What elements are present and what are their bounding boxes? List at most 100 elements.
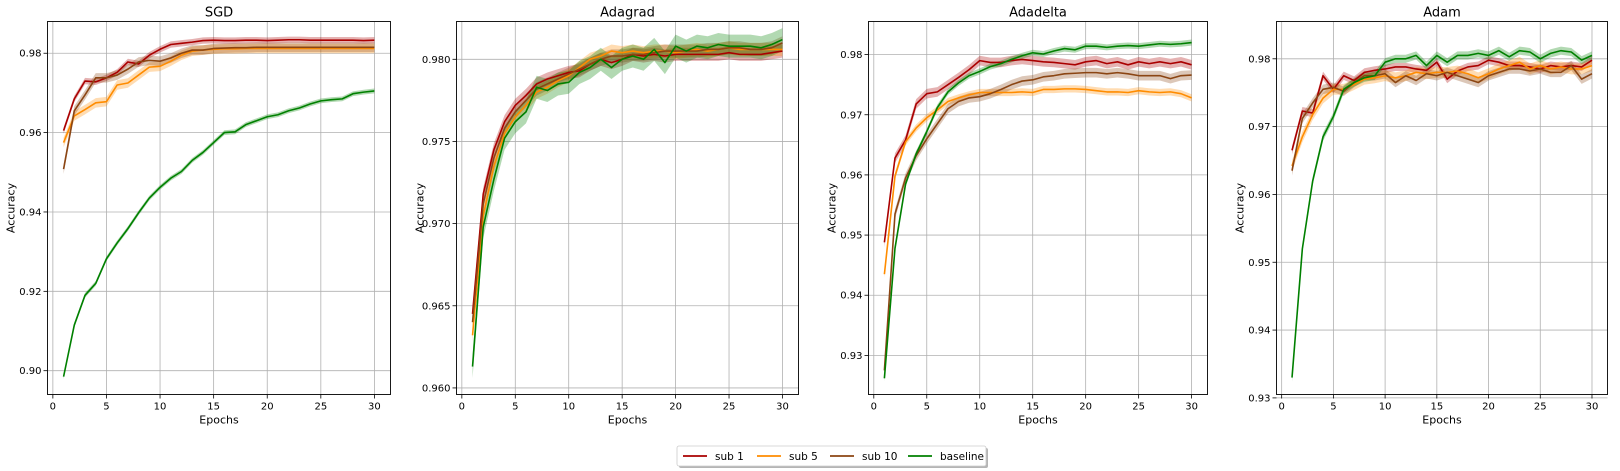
x-tick-label: 0 <box>1278 402 1284 413</box>
y-axis-label: Accuracy <box>5 182 18 233</box>
grid <box>1276 21 1608 399</box>
x-axis-label: Epochs <box>608 414 648 427</box>
x-tick-label: 10 <box>1379 402 1392 413</box>
x-tick-label: 0 <box>871 402 877 413</box>
y-tick-label: 0.97 <box>840 110 862 121</box>
confidence-band-sub-5 <box>472 41 783 342</box>
y-tick-label: 0.94 <box>19 207 41 218</box>
y-tick-label: 0.98 <box>840 50 862 61</box>
legend-label-sub-5: sub 5 <box>789 451 818 463</box>
chart-panel-adagrad: 0 5 10 15 20 25 30 0.960 0.965 0.970 0.975 0.980 Ada… <box>414 6 799 427</box>
x-tick-label: 15 <box>1026 402 1039 413</box>
y-tick-label: 0.980 <box>422 55 451 66</box>
x-tick-label: 30 <box>1185 402 1198 413</box>
grid <box>456 21 799 395</box>
chart-panel-adam: 0 5 10 15 20 25 30 0.93 0.94 0.95 0.96 0.97 0.98 Adam… <box>1234 6 1608 427</box>
x-tick-label: 10 <box>154 402 167 413</box>
y-tick-label: 0.965 <box>422 301 451 312</box>
chart-title: Adagrad <box>600 6 655 21</box>
x-tick-label: 20 <box>1079 402 1092 413</box>
series-line-baseline <box>471 38 783 367</box>
x-tick-label: 30 <box>776 402 789 413</box>
legend-label-sub-1: sub 1 <box>715 451 744 463</box>
x-tick-label: 25 <box>1534 402 1547 413</box>
y-axis-label: Accuracy <box>1234 182 1247 233</box>
x-tick-label: 5 <box>924 402 930 413</box>
confidence-band-baseline <box>63 88 375 380</box>
plot-area <box>883 39 1192 382</box>
series-line-sub-5 <box>62 47 375 143</box>
plot-area <box>62 36 375 380</box>
x-tick-label: 25 <box>1132 402 1145 413</box>
y-tick-label: 0.94 <box>840 291 862 302</box>
confidence-band-sub-1 <box>1292 56 1592 155</box>
x-tick-label: 10 <box>973 402 986 413</box>
series-line-sub-1 <box>62 38 375 131</box>
x-tick-label: 15 <box>207 402 220 413</box>
confidence-band-sub-5 <box>63 43 375 148</box>
y-tick-label: 0.960 <box>422 383 451 394</box>
x-tick-label: 30 <box>368 402 381 413</box>
series-line-sub-10 <box>883 71 1192 371</box>
y-tick-label: 0.93 <box>1248 393 1270 404</box>
series-line-baseline <box>1291 49 1593 378</box>
x-tick-label: 15 <box>616 402 629 413</box>
y-tick-label: 0.96 <box>19 128 41 139</box>
series-line-sub-1 <box>883 58 1192 243</box>
series-line-sub-5 <box>471 46 783 336</box>
series-line-sub-10 <box>1291 64 1593 171</box>
y-tick-label: 0.92 <box>19 287 41 298</box>
y-tick-label: 0.96 <box>1248 190 1270 201</box>
chart-panel-adadelta: 0 5 10 15 20 25 30 0.93 0.94 0.95 0.96 0.97 0.98 Adad… <box>826 6 1208 427</box>
axes-frame <box>868 21 1208 395</box>
y-tick-label: 0.97 <box>1248 122 1270 133</box>
y-axis-label: Accuracy <box>826 182 839 233</box>
confidence-band-sub-10 <box>1292 60 1592 176</box>
plot-area <box>471 28 783 379</box>
chart-title: SGD <box>205 6 233 21</box>
legend-label-sub-10: sub 10 <box>862 451 898 463</box>
x-tick-label: 25 <box>723 402 736 413</box>
chart-panel-sgd: 0 5 10 15 20 25 30 0.90 0.92 0.94 0.96 0.98 SGD Epoch… <box>5 6 391 427</box>
series-line-sub-1 <box>471 50 783 315</box>
x-tick-label: 20 <box>261 402 274 413</box>
plot-area <box>1291 46 1593 382</box>
y-axis-label: Accuracy <box>414 182 427 233</box>
y-tick-label: 0.94 <box>1248 326 1270 337</box>
x-tick-label: 5 <box>103 402 109 413</box>
y-tick-label: 0.96 <box>840 170 862 181</box>
y-tick-label: 0.95 <box>1248 258 1270 269</box>
y-tick-label: 0.98 <box>19 49 41 60</box>
axes-frame <box>1276 21 1608 395</box>
axes-frame <box>456 21 799 395</box>
y-tick-label: 0.90 <box>19 366 41 377</box>
x-axis-label: Epochs <box>1422 414 1462 427</box>
y-tick-label: 0.98 <box>1248 54 1270 65</box>
y-tick-label: 0.970 <box>422 219 451 230</box>
x-tick-label: 0 <box>50 402 56 413</box>
confidence-band-sub-1 <box>884 54 1192 248</box>
confidence-band-sub-10 <box>63 42 375 174</box>
chart-title: Adadelta <box>1009 6 1067 21</box>
x-tick-label: 5 <box>512 402 518 413</box>
confidence-band-baseline <box>472 28 783 379</box>
legend: sub 1 sub 5 sub 10 baseline <box>676 445 988 468</box>
x-tick-label: 25 <box>314 402 327 413</box>
x-axis-label: Epochs <box>1018 414 1058 427</box>
y-tick-label: 0.975 <box>422 137 451 148</box>
series-line-sub-10 <box>471 42 783 323</box>
y-tick-label: 0.95 <box>840 231 862 242</box>
x-tick-label: 20 <box>1482 402 1495 413</box>
x-tick-label: 30 <box>1586 402 1599 413</box>
x-tick-label: 10 <box>562 402 575 413</box>
confidence-band-sub-10 <box>472 36 783 329</box>
series-line-sub-10 <box>62 46 375 170</box>
x-axis-label: Epochs <box>199 414 239 427</box>
x-tick-label: 0 <box>459 402 465 413</box>
grid <box>868 21 1208 395</box>
confidence-band-sub-1 <box>472 44 783 321</box>
series-line-sub-1 <box>1291 59 1593 151</box>
chart-title: Adam <box>1423 6 1461 21</box>
y-tick-label: 0.93 <box>840 351 862 362</box>
